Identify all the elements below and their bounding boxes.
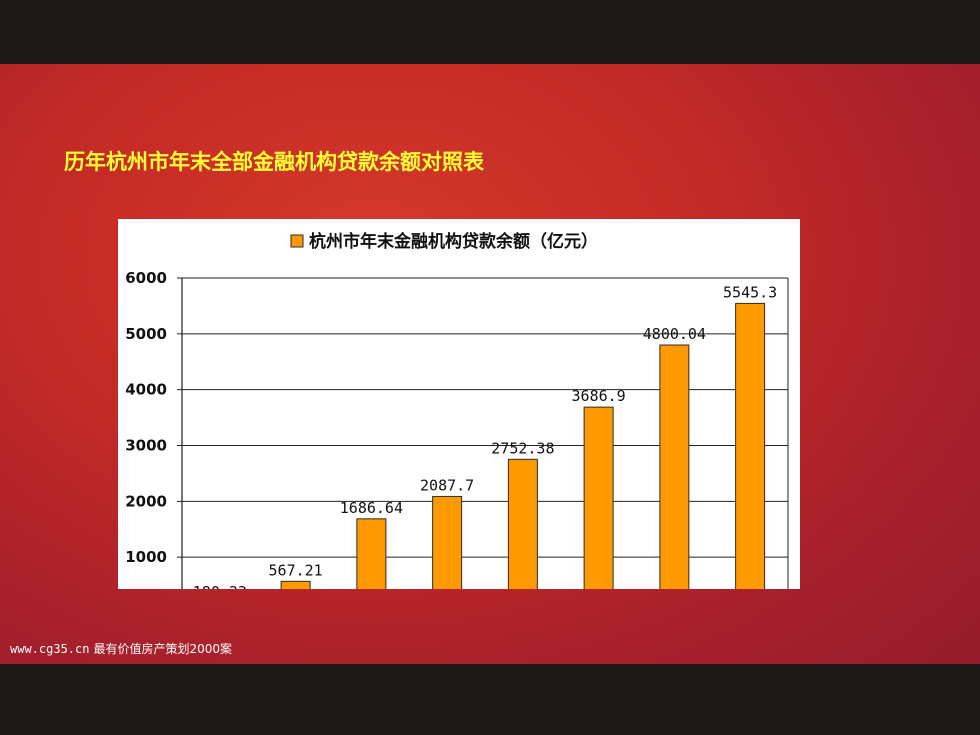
y-tick-label: 5000 [125,325,167,343]
chart-panel: 180.33 567.21 1686.64 2087.7 2752.38 3686.9 48… [118,219,800,589]
bottom-letterbox [0,664,980,735]
data-label: 3686.9 [572,387,626,405]
y-tick-label: 1000 [125,548,167,566]
footer-url: www.cg35.cn [10,642,90,656]
y-tick-label: 4000 [125,381,167,399]
top-letterbox [0,0,980,64]
data-label: 180.33 [193,583,247,589]
data-label: 5545.3 [723,283,777,301]
data-label: 2087.7 [420,476,474,494]
legend-label: 杭州市年末金融机构贷款余额（亿元） [309,231,598,252]
bar [356,518,387,589]
slide: 历年杭州市年末全部金融机构贷款余额对照表 180.33 567.21 1686.64… [0,64,980,664]
footer-slogan: 最有价值房产策划2000案 [93,642,233,656]
bar [507,458,538,589]
bar [583,406,614,589]
y-tick-label: 2000 [125,492,167,510]
bars [280,302,766,589]
bar [432,495,463,589]
data-label: 2752.38 [491,439,554,457]
y-tick-label: 3000 [125,437,167,455]
tick-labels: 01000200030004000500060001990年1995年2000年… [125,269,167,566]
bar [735,302,766,589]
data-label: 4800.04 [643,325,706,343]
gridlines [182,277,788,558]
footer: www.cg35.cn 最有价值房产策划2000案 [10,640,232,657]
data-label: 567.21 [269,561,323,579]
y-tick-label: 6000 [125,269,167,287]
bar [280,580,311,589]
axes [177,277,789,589]
legend-swatch [290,234,304,248]
data-labels: 180.33 567.21 1686.64 2087.7 2752.38 3686.9 48… [193,283,777,589]
data-label: 1686.64 [340,499,403,517]
bar-chart: 180.33 567.21 1686.64 2087.7 2752.38 3686.9 48… [125,231,789,589]
bar [659,344,690,589]
slide-title: 历年杭州市年末全部金融机构贷款余额对照表 [64,150,484,174]
legend: 杭州市年末金融机构贷款余额（亿元） [290,231,598,252]
